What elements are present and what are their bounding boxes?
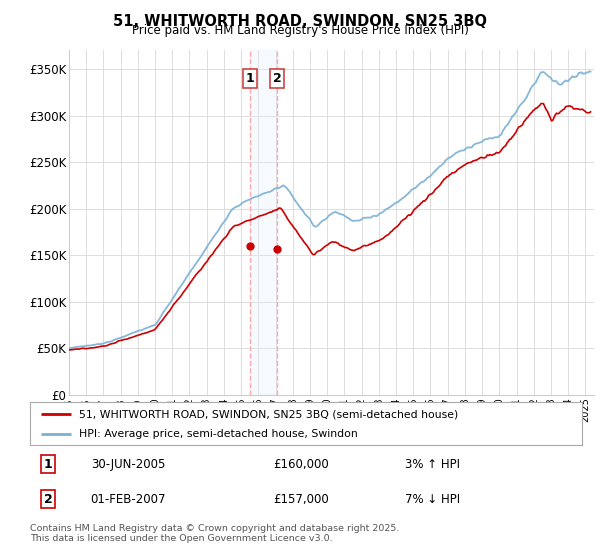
Text: £157,000: £157,000 (273, 493, 329, 506)
Text: 7% ↓ HPI: 7% ↓ HPI (406, 493, 460, 506)
Text: 30-JUN-2005: 30-JUN-2005 (91, 458, 165, 470)
Text: 51, WHITWORTH ROAD, SWINDON, SN25 3BQ (semi-detached house): 51, WHITWORTH ROAD, SWINDON, SN25 3BQ (s… (79, 409, 458, 419)
Bar (250, 50, 277, 395)
Text: £160,000: £160,000 (273, 458, 329, 470)
Text: Price paid vs. HM Land Registry's House Price Index (HPI): Price paid vs. HM Land Registry's House … (131, 24, 469, 37)
Text: 51, WHITWORTH ROAD, SWINDON, SN25 3BQ: 51, WHITWORTH ROAD, SWINDON, SN25 3BQ (113, 14, 487, 29)
Text: 2: 2 (44, 493, 53, 506)
Text: Contains HM Land Registry data © Crown copyright and database right 2025.
This d: Contains HM Land Registry data © Crown c… (30, 524, 400, 543)
Text: 3% ↑ HPI: 3% ↑ HPI (406, 458, 460, 470)
Text: 1: 1 (44, 458, 53, 470)
Text: 1: 1 (245, 72, 254, 85)
Text: 01-FEB-2007: 01-FEB-2007 (91, 493, 166, 506)
Text: HPI: Average price, semi-detached house, Swindon: HPI: Average price, semi-detached house,… (79, 430, 358, 440)
Text: 2: 2 (272, 72, 281, 85)
